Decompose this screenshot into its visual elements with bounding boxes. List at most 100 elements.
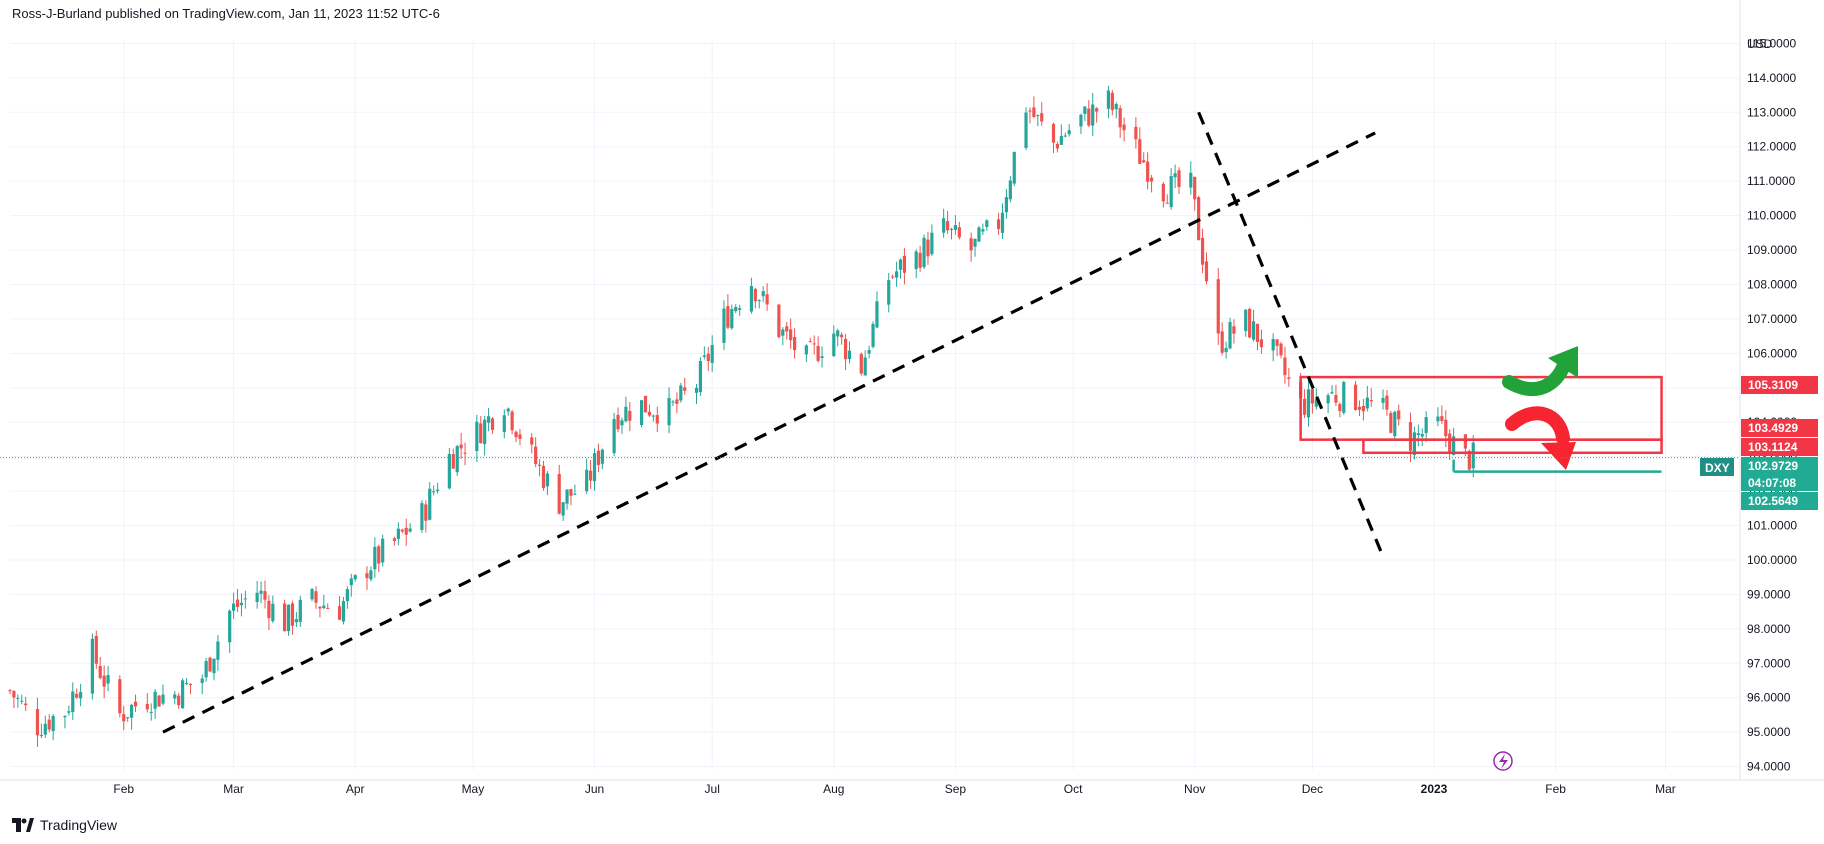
candle-body [420, 503, 424, 530]
candle-body [349, 578, 353, 586]
candle-body [698, 361, 703, 393]
candle-body [1173, 173, 1177, 178]
candle-body [1024, 112, 1028, 148]
candle-body [1314, 399, 1318, 407]
y-tick-label: 99.0000 [1747, 587, 1791, 601]
symbol-tag: DXY [1700, 458, 1734, 476]
candle-body [1302, 398, 1307, 415]
candle-body [792, 336, 797, 351]
candle-body [585, 469, 589, 492]
candle-body [181, 680, 185, 709]
candle-body [1283, 357, 1287, 376]
x-tick-label: Feb [113, 782, 134, 796]
candle-body [259, 590, 263, 594]
candle-body [71, 691, 75, 713]
candle-body [1079, 114, 1083, 127]
price-axis[interactable]: USD 94.0000 95.0000 96.0000 97.0000 98.0000 9… [1747, 36, 1797, 773]
candle-body [887, 280, 891, 305]
candle-body [859, 353, 863, 374]
candle-body [286, 604, 291, 632]
candle-body [243, 598, 247, 600]
candle-body [75, 693, 79, 698]
price-tag [1741, 438, 1818, 456]
candle-body [1424, 417, 1428, 434]
candle-body [1224, 348, 1228, 353]
candle-body [1177, 170, 1181, 187]
price-zones [1299, 375, 1663, 473]
candle-body [483, 419, 487, 445]
candle-body [1248, 308, 1252, 338]
y-tick-label: 115.0000 [1747, 36, 1796, 50]
time-axis[interactable]: Feb Mar Apr May Jun Jul Aug Sep Oct Nov Dec 2023 Feb… [113, 782, 1675, 796]
candle-body [451, 454, 455, 469]
footer-brand[interactable]: TradingView [12, 817, 117, 833]
candle-body [1279, 343, 1283, 356]
candle-body [318, 606, 322, 609]
candle-body [1361, 406, 1366, 412]
candle-body [1326, 395, 1330, 404]
candle-body [455, 446, 459, 473]
candle-body [977, 227, 981, 242]
candle-body [35, 709, 40, 736]
candle-body [679, 385, 683, 401]
currency-label: USD [1747, 37, 1773, 51]
candle-body [675, 399, 679, 404]
chart-grid [0, 0, 1824, 781]
candle-body [1436, 416, 1440, 422]
candle-body [1271, 339, 1275, 351]
candle-body [765, 294, 769, 305]
candle-body [1251, 321, 1256, 340]
candle-body [341, 601, 346, 622]
y-tick-label: 111.0000 [1747, 174, 1796, 188]
candle-body [651, 415, 655, 417]
candle-body [130, 704, 134, 718]
candle-body [157, 695, 161, 707]
y-tick-label: 100.0000 [1747, 553, 1797, 567]
candle-body [1255, 323, 1260, 342]
candle-body [726, 306, 730, 328]
candle-body [557, 473, 561, 514]
x-tick-label: May [462, 782, 485, 796]
price-tag-label: 103.1124 [1748, 440, 1798, 454]
candle-body [502, 415, 506, 433]
candle-body [424, 504, 428, 521]
candle-body [1032, 107, 1036, 117]
candle-body [1095, 108, 1099, 112]
y-tick-label: 108.0000 [1747, 277, 1797, 291]
y-tick-label: 110.0000 [1747, 209, 1796, 223]
red-down-arrow-icon [1505, 406, 1576, 470]
candle-body [973, 238, 977, 247]
candle-body [432, 491, 436, 493]
candle-body [381, 538, 385, 563]
lightning-icon[interactable] [1493, 751, 1513, 771]
candle-body [722, 308, 726, 343]
price-tags: 105.3109 103.4929 103.1124 102.9729 04:07:08… [1741, 376, 1818, 510]
candle-body [1275, 339, 1279, 346]
candle-body [94, 635, 98, 664]
candle-body [537, 464, 542, 466]
candle-body [565, 489, 569, 504]
candle-body [785, 326, 789, 332]
candle-body [506, 408, 510, 412]
candle-body [655, 415, 659, 424]
candle-body [1259, 339, 1264, 348]
candle-body [1083, 106, 1087, 114]
candle-body [518, 434, 522, 439]
candle-body [475, 421, 479, 452]
candle-body [63, 716, 67, 718]
candle-body [90, 638, 94, 694]
candle-body [863, 357, 867, 376]
candle-body [757, 300, 761, 302]
candle-body [43, 723, 47, 735]
candle-body [643, 395, 648, 413]
candle-body [149, 711, 153, 713]
candle-body [1338, 404, 1342, 412]
candle-body [1365, 397, 1369, 409]
candle-body [271, 603, 275, 622]
candle-body [1059, 135, 1063, 145]
candle-body [486, 416, 491, 423]
candle-body [894, 271, 899, 278]
candle-body [373, 546, 377, 570]
candle-body [1397, 410, 1401, 420]
